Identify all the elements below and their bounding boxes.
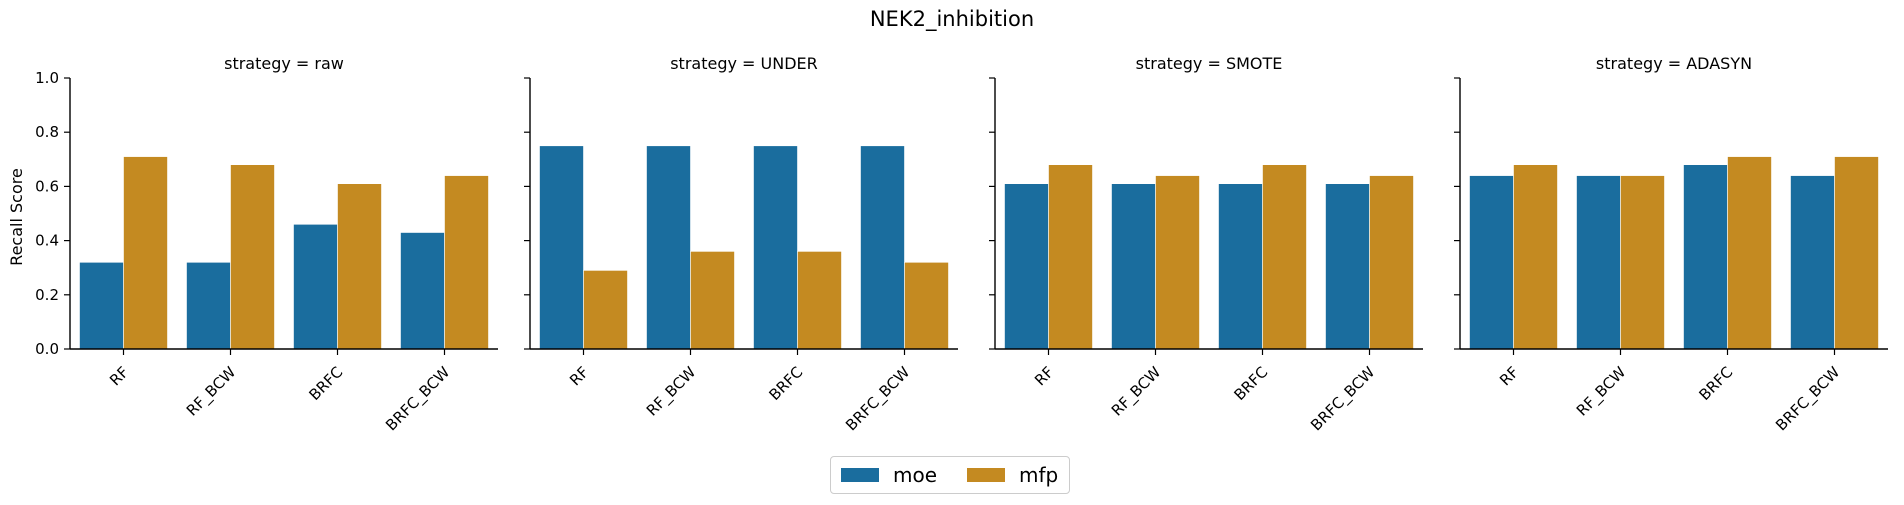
bar-moe-brfc-bcw xyxy=(860,145,905,350)
legend-item-moe: moe xyxy=(841,463,937,487)
y-tick-label: 0.6 xyxy=(35,177,59,195)
legend-swatch-mfp xyxy=(967,468,1006,482)
panel-title: strategy = ADASYN xyxy=(1596,54,1752,73)
x-tick-label: RF xyxy=(1031,363,1057,389)
bar-mfp-rf-bcw xyxy=(1155,175,1200,350)
x-tick-label: BRFC_BCW xyxy=(1307,363,1379,435)
x-tick-label: BRFC xyxy=(1695,363,1736,404)
x-tick-label: BRFC xyxy=(1230,363,1271,404)
x-tick-label: BRFC xyxy=(765,363,806,404)
bar-mfp-rf xyxy=(123,156,168,350)
bar-moe-rf xyxy=(1004,183,1049,350)
bar-moe-brfc-bcw xyxy=(1790,175,1835,350)
x-tick-label: RF xyxy=(106,363,132,389)
bar-moe-rf-bcw xyxy=(1576,175,1621,350)
bar-moe-brfc-bcw xyxy=(400,232,445,350)
panel-1: strategy = raw RF RF_BCW BRFC BRFC_BCW 0.0 0.2… xyxy=(35,54,498,435)
panel-2: strategy = UNDER RF RF_BCW BRFC BRFC_BCW xyxy=(524,54,958,435)
x-tick-label: RF xyxy=(566,363,592,389)
bar-moe-brfc xyxy=(293,224,338,350)
bar-moe-rf xyxy=(539,145,584,350)
x-tick-label: RF_BCW xyxy=(183,363,240,420)
bar-moe-brfc-bcw xyxy=(1325,183,1370,350)
bar-mfp-brfc-bcw xyxy=(444,175,489,350)
legend: moe mfp xyxy=(830,456,1070,494)
bar-moe-rf-bcw xyxy=(646,145,691,350)
x-tick-label: BRFC xyxy=(305,363,346,404)
y-tick-label: 0.4 xyxy=(35,232,59,250)
bar-mfp-rf-bcw xyxy=(1620,175,1665,350)
panel-title: strategy = UNDER xyxy=(670,54,818,73)
panel-title: strategy = raw xyxy=(224,54,344,73)
bar-moe-brfc xyxy=(1683,164,1728,350)
panels: strategy = raw RF RF_BCW BRFC BRFC_BCW 0.0 0.2… xyxy=(35,54,1888,435)
bar-mfp-brfc-bcw xyxy=(1834,156,1879,350)
figure-title: NEK2_inhibition xyxy=(870,7,1034,32)
y-tick-label: 1.0 xyxy=(35,69,59,87)
panel-3: strategy = SMOTE RF RF_BCW BRFC BRFC_BCW xyxy=(989,54,1423,435)
bar-mfp-rf-bcw xyxy=(230,164,275,350)
bar-mfp-rf xyxy=(1513,164,1558,350)
bar-mfp-rf xyxy=(583,270,628,350)
x-tick-label: RF_BCW xyxy=(643,363,700,420)
bar-mfp-brfc xyxy=(337,183,382,350)
bar-moe-rf xyxy=(79,261,124,350)
x-tick-label: RF xyxy=(1496,363,1522,389)
bar-moe-brfc xyxy=(753,145,798,350)
legend-item-mfp: mfp xyxy=(967,463,1058,487)
legend-label-mfp: mfp xyxy=(1019,463,1059,487)
bar-mfp-brfc xyxy=(1727,156,1772,350)
bar-mfp-rf-bcw xyxy=(690,251,735,350)
bar-mfp-brfc xyxy=(797,251,842,350)
x-tick-label: RF_BCW xyxy=(1108,363,1165,420)
panel-4: strategy = ADASYN RF RF_BCW BRFC BRFC_BCW xyxy=(1454,54,1888,435)
legend-label-moe: moe xyxy=(893,463,938,487)
x-tick-label: RF_BCW xyxy=(1573,363,1630,420)
x-tick-label: BRFC_BCW xyxy=(1772,363,1844,435)
y-tick-label: 0.8 xyxy=(35,123,59,141)
legend-swatch-moe xyxy=(841,468,879,482)
bar-moe-rf-bcw xyxy=(1111,183,1156,350)
bar-mfp-rf xyxy=(1048,164,1093,350)
bar-moe-rf xyxy=(1469,175,1514,350)
x-tick-label: BRFC_BCW xyxy=(382,363,454,435)
y-axis-label: Recall Score xyxy=(7,168,26,266)
bar-mfp-brfc xyxy=(1262,164,1307,350)
x-tick-label: BRFC_BCW xyxy=(842,363,914,435)
panel-title: strategy = SMOTE xyxy=(1136,54,1283,73)
bar-mfp-brfc-bcw xyxy=(1369,175,1414,350)
bar-moe-brfc xyxy=(1218,183,1263,350)
bar-moe-rf-bcw xyxy=(186,261,231,350)
y-tick-label: 0.0 xyxy=(35,340,59,358)
bar-mfp-brfc-bcw xyxy=(904,261,949,350)
y-tick-label: 0.2 xyxy=(35,286,59,304)
